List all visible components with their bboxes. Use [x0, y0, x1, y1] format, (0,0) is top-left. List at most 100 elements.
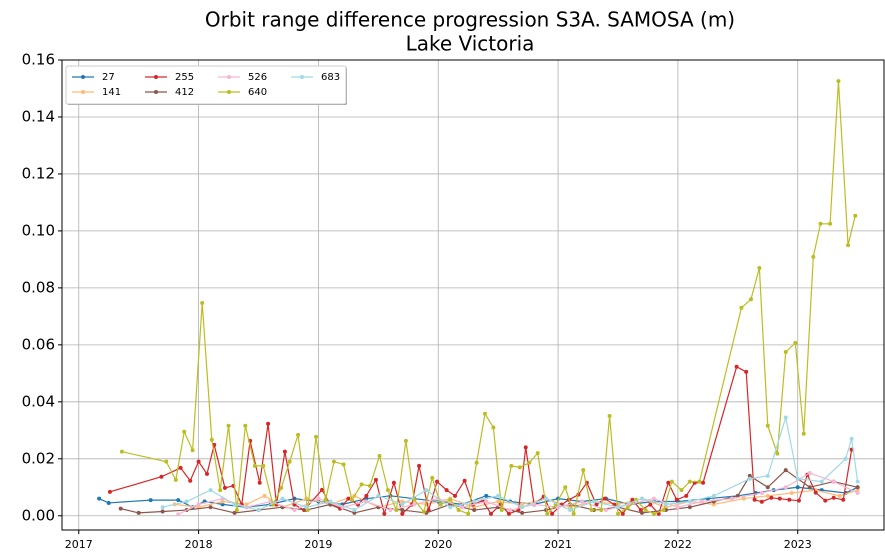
data-point: [352, 510, 357, 515]
data-point: [314, 434, 319, 439]
data-point: [435, 479, 440, 484]
data-point: [556, 505, 561, 510]
data-point: [697, 479, 702, 484]
legend-marker: [154, 90, 158, 94]
data-point: [499, 508, 504, 513]
grid: 0.00 0.02 0.04 0.06 0.08 0.10 0.12 0.14 0.16 2017…: [22, 51, 884, 551]
y-tick-label: 0.04: [22, 392, 55, 410]
data-point: [341, 462, 346, 467]
data-point: [388, 508, 393, 513]
legend-label: 412: [175, 87, 194, 98]
data-point: [346, 496, 351, 501]
data-point: [190, 448, 195, 453]
data-point: [208, 488, 213, 493]
data-point: [748, 297, 753, 302]
data-point: [831, 495, 836, 500]
data-point: [759, 490, 764, 495]
data-point: [484, 499, 489, 504]
data-point: [232, 510, 237, 515]
data-point: [282, 449, 287, 454]
data-point: [400, 511, 405, 516]
legend-label: 141: [102, 87, 121, 98]
data-point: [376, 493, 381, 498]
data-point: [630, 497, 635, 502]
data-point: [287, 459, 292, 464]
data-point: [403, 438, 408, 443]
data-point: [176, 498, 181, 503]
data-point: [620, 511, 625, 516]
data-point: [382, 511, 387, 516]
data-point: [643, 508, 648, 513]
data-point: [765, 423, 770, 428]
data-point: [460, 505, 465, 510]
data-point: [841, 497, 846, 502]
y-tick-label: 0.16: [22, 51, 55, 69]
data-point: [252, 463, 257, 468]
data-point: [520, 510, 525, 515]
data-point: [823, 498, 828, 503]
data-point: [594, 502, 599, 507]
data-point: [234, 508, 239, 513]
data-point: [783, 485, 788, 490]
data-point: [484, 493, 489, 498]
data-point: [364, 493, 369, 498]
data-point: [729, 496, 734, 501]
data-point: [280, 496, 285, 501]
x-tick-label: 2023: [784, 538, 812, 551]
data-point: [97, 496, 102, 501]
data-point: [589, 508, 594, 513]
data-point: [651, 496, 656, 501]
data-point: [266, 421, 271, 426]
data-point: [739, 305, 744, 310]
x-tick-label: 2021: [544, 538, 572, 551]
data-point: [837, 493, 842, 498]
data-point: [828, 221, 833, 226]
data-point: [661, 508, 666, 513]
data-point: [320, 487, 325, 492]
data-point: [843, 456, 848, 461]
data-point: [178, 465, 183, 470]
data-point: [789, 490, 794, 495]
y-tick-label: 0.02: [22, 449, 55, 467]
data-point: [765, 485, 770, 490]
data-point: [571, 511, 576, 516]
data-point: [119, 449, 124, 454]
data-point: [462, 478, 467, 483]
data-point: [853, 213, 858, 218]
x-tick-label: 2018: [185, 538, 213, 551]
data-point: [527, 460, 532, 465]
data-point: [316, 496, 321, 501]
data-point: [218, 488, 223, 493]
data-point: [807, 471, 812, 476]
data-point: [523, 445, 528, 450]
data-point: [208, 505, 213, 510]
data-point: [675, 505, 680, 510]
data-point: [568, 508, 573, 513]
data-point: [466, 511, 471, 516]
data-point: [424, 488, 429, 493]
data-point: [426, 508, 431, 513]
legend-label: 683: [321, 72, 340, 83]
data-point: [855, 490, 860, 495]
data-point: [855, 488, 860, 493]
legend-marker: [81, 75, 85, 79]
data-point: [292, 508, 297, 513]
axes-frame: [61, 59, 885, 531]
data-point: [602, 496, 607, 501]
data-point: [811, 254, 816, 259]
data-point: [813, 490, 818, 495]
data-point: [765, 473, 770, 478]
data-point: [793, 340, 798, 345]
data-point: [687, 505, 692, 510]
data-point: [220, 502, 225, 507]
legend-label: 27: [102, 72, 115, 83]
data-point: [196, 502, 201, 507]
data-point: [262, 493, 267, 498]
data-point: [516, 508, 521, 513]
data-point: [787, 497, 792, 502]
x-tick-label: 2017: [65, 538, 93, 551]
data-point: [160, 505, 165, 510]
data-point: [563, 485, 568, 490]
data-point: [107, 489, 112, 494]
